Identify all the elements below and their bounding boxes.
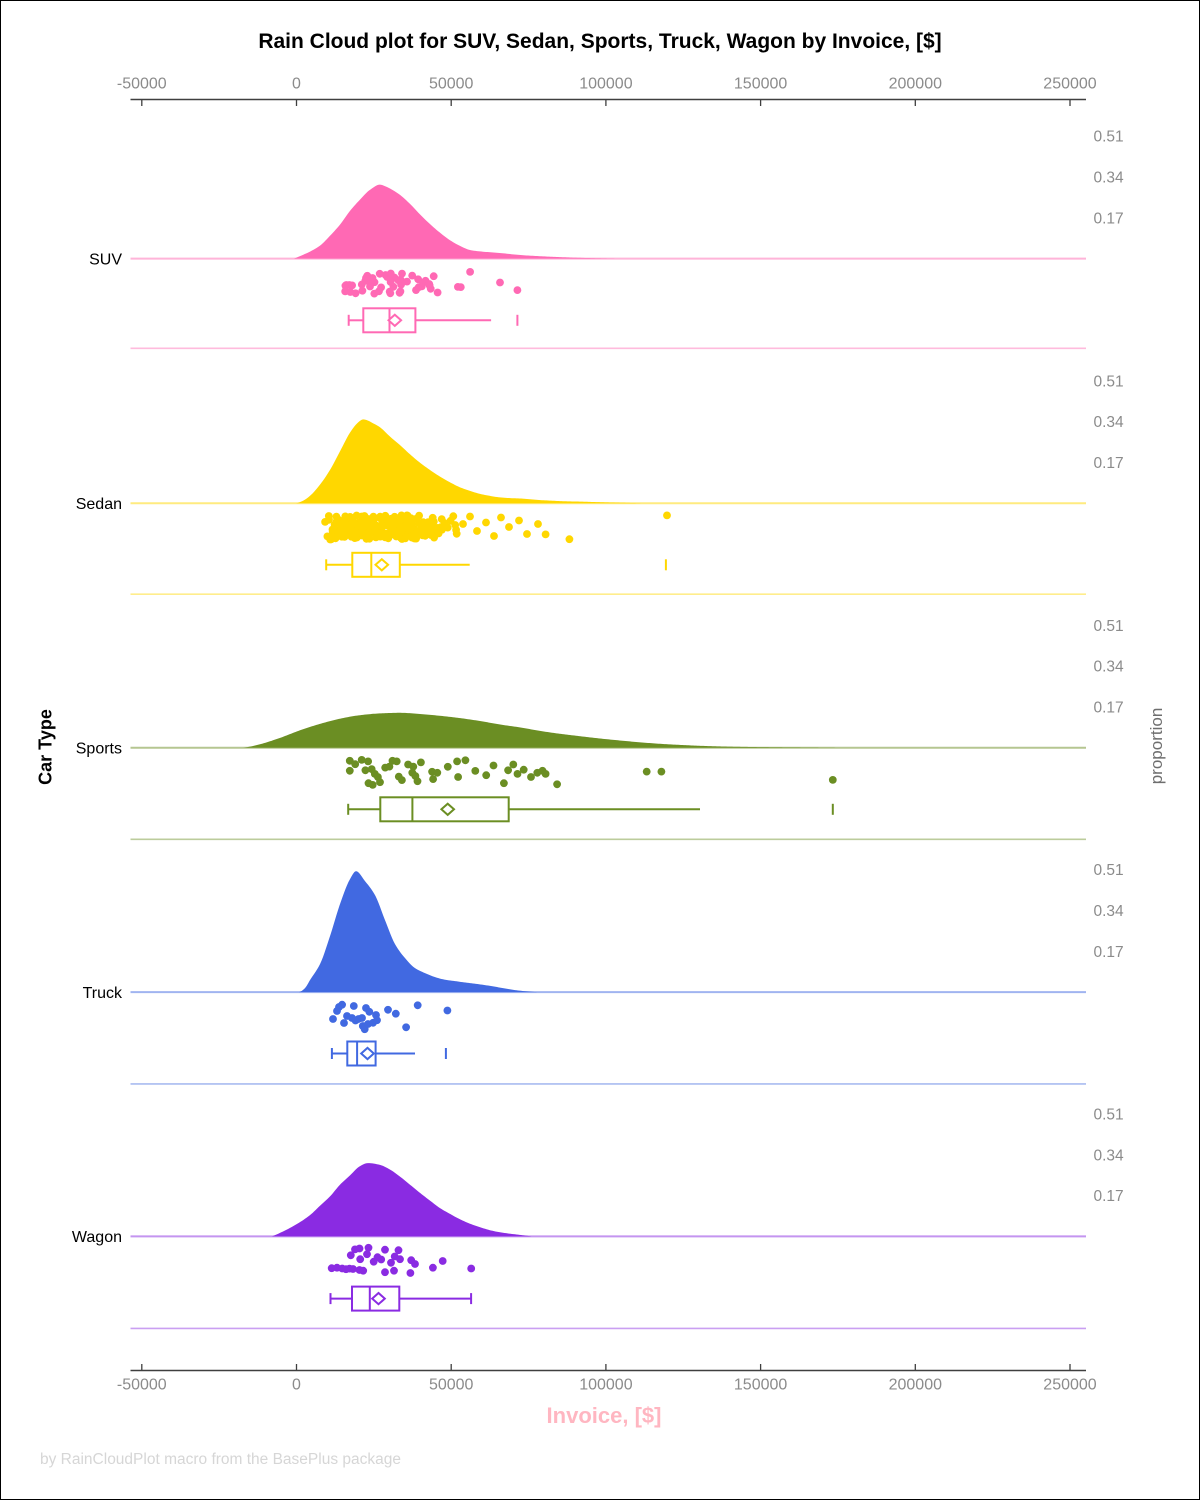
svg-text:0.17: 0.17	[1094, 944, 1124, 961]
svg-text:50000: 50000	[429, 76, 474, 93]
svg-text:Invoice, [$]: Invoice, [$]	[547, 1403, 662, 1428]
svg-text:SUV: SUV	[89, 251, 122, 268]
svg-text:-50000: -50000	[117, 1377, 167, 1394]
svg-text:150000: 150000	[734, 76, 787, 93]
svg-text:200000: 200000	[889, 1377, 942, 1394]
svg-text:0.17: 0.17	[1094, 210, 1124, 227]
svg-text:0.34: 0.34	[1094, 1147, 1125, 1164]
svg-text:0.51: 0.51	[1094, 129, 1124, 146]
svg-text:Wagon: Wagon	[72, 1229, 122, 1246]
svg-text:Sports: Sports	[76, 741, 122, 758]
svg-text:100000: 100000	[579, 76, 632, 93]
svg-text:0.34: 0.34	[1094, 903, 1125, 920]
svg-text:0: 0	[292, 76, 301, 93]
svg-text:0.51: 0.51	[1094, 1107, 1124, 1124]
svg-text:proportion: proportion	[1147, 708, 1166, 785]
svg-text:0.17: 0.17	[1094, 455, 1124, 472]
svg-text:200000: 200000	[889, 76, 942, 93]
svg-text:50000: 50000	[429, 1377, 474, 1394]
svg-text:250000: 250000	[1043, 76, 1096, 93]
svg-text:Rain Cloud plot for SUV, Sedan: Rain Cloud plot for SUV, Sedan, Sports, …	[258, 30, 941, 53]
svg-text:0.51: 0.51	[1094, 618, 1124, 635]
svg-text:0.34: 0.34	[1094, 170, 1125, 187]
svg-text:Truck: Truck	[83, 985, 123, 1002]
svg-text:250000: 250000	[1043, 1377, 1096, 1394]
svg-text:-50000: -50000	[117, 76, 167, 93]
svg-text:150000: 150000	[734, 1377, 787, 1394]
svg-text:100000: 100000	[579, 1377, 632, 1394]
svg-text:by RainCloudPlot macro from th: by RainCloudPlot macro from the BasePlus…	[40, 1451, 401, 1468]
svg-text:0.34: 0.34	[1094, 659, 1125, 676]
svg-text:Sedan: Sedan	[76, 496, 122, 513]
svg-text:0.34: 0.34	[1094, 414, 1125, 431]
svg-text:Car Type: Car Type	[36, 709, 56, 785]
svg-text:0.17: 0.17	[1094, 700, 1124, 717]
svg-text:0: 0	[292, 1377, 301, 1394]
svg-text:0.51: 0.51	[1094, 862, 1124, 879]
svg-text:0.51: 0.51	[1094, 373, 1124, 390]
svg-text:0.17: 0.17	[1094, 1188, 1124, 1205]
